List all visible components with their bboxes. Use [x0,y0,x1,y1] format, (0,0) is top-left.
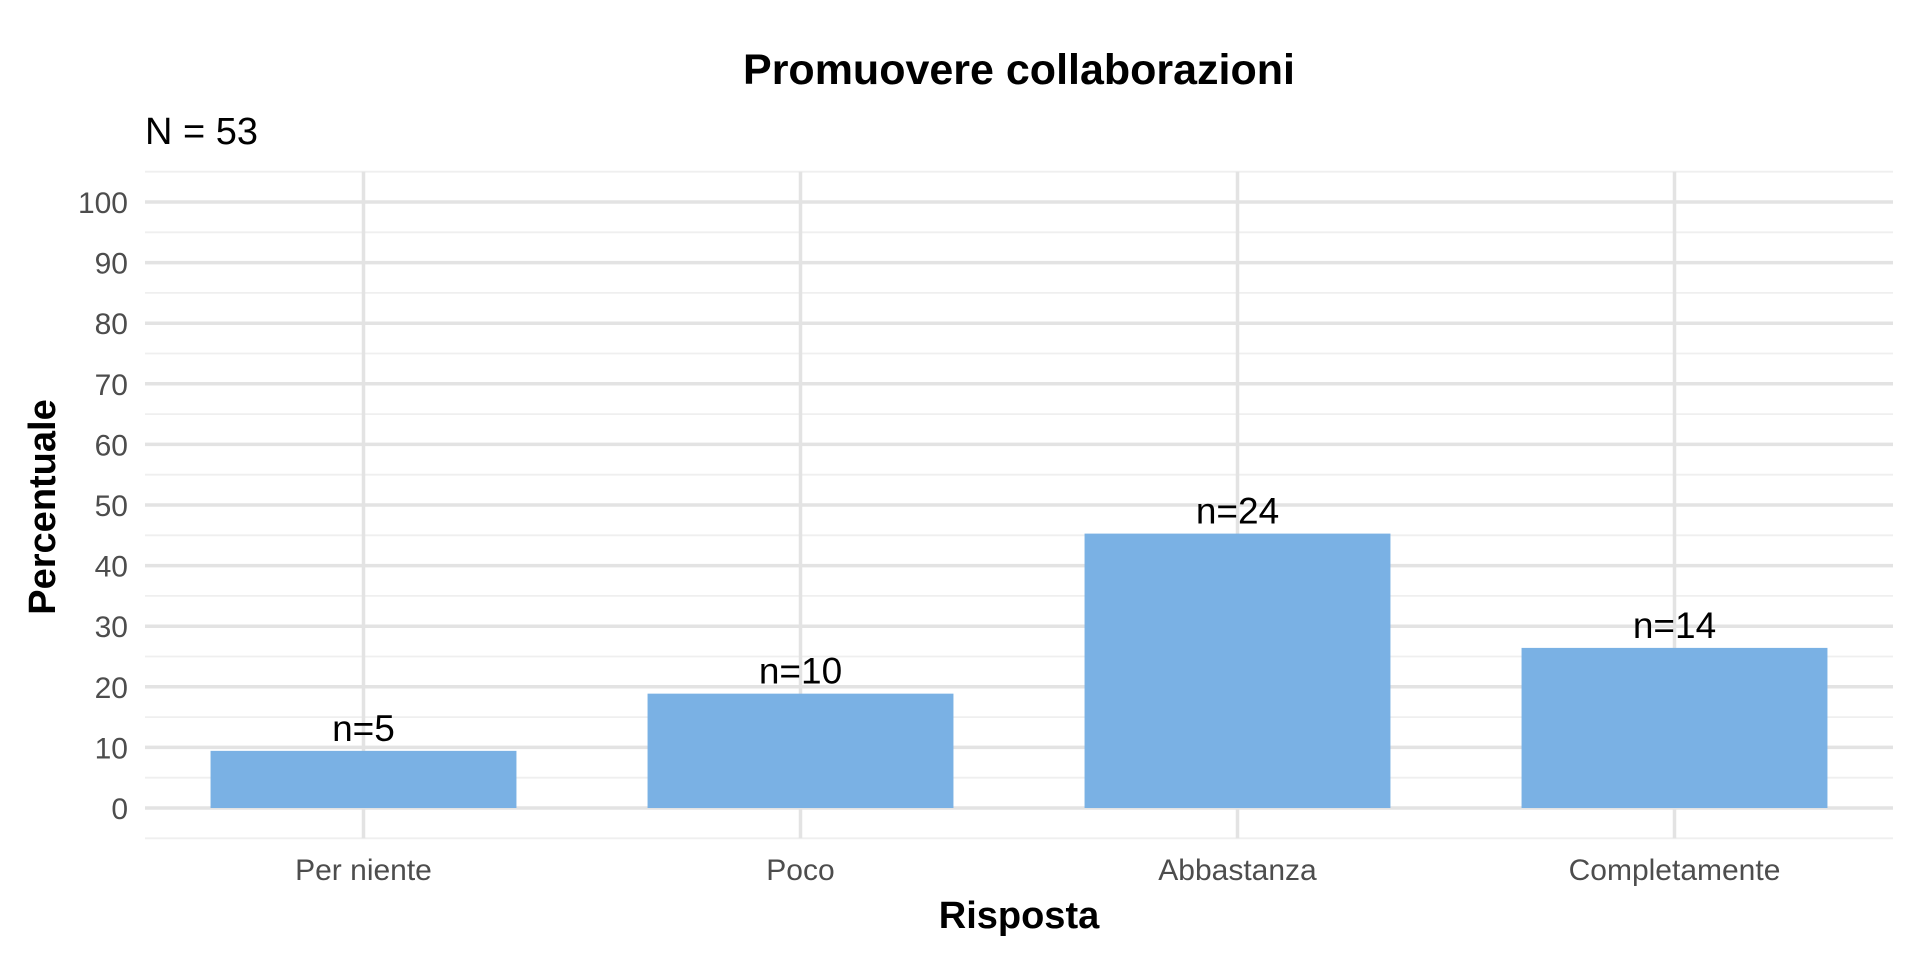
y-tick-label: 70 [95,369,128,402]
x-tick-label: Poco [766,854,834,887]
data-label: n=10 [759,651,842,692]
y-axis-ticks: 0 10 20 30 40 50 60 70 80 90 100 [78,187,128,826]
bar [647,693,954,808]
y-tick-label: 50 [95,490,128,523]
chart-subtitle: N = 53 [145,111,258,153]
bar [210,750,517,808]
y-axis-title: Percentuale [22,399,64,614]
y-tick-label: 30 [95,611,128,644]
x-tick-label: Abbastanza [1158,854,1317,887]
y-tick-label: 90 [95,248,128,281]
y-tick-label: 0 [111,793,128,826]
x-axis-ticks: Per niente Poco Abbastanza Completamente [295,854,1780,887]
chart-title: Promuovere collaborazioni [743,46,1295,94]
y-tick-label: 40 [95,551,128,584]
data-label: n=14 [1633,605,1716,646]
x-tick-label: Per niente [295,854,432,887]
x-tick-label: Completamente [1569,854,1781,887]
bar [1084,533,1391,808]
y-tick-label: 10 [95,732,128,765]
y-tick-label: 80 [95,308,128,341]
y-tick-label: 20 [95,672,128,705]
data-label: n=5 [332,708,395,749]
x-axis-title: Risposta [939,895,1100,937]
bar [1521,647,1828,808]
data-label: n=24 [1196,491,1279,532]
bars [210,533,1828,808]
y-tick-label: 100 [78,187,128,220]
data-labels: n=5 n=10 n=24 n=14 [332,491,1716,749]
y-tick-label: 60 [95,429,128,462]
